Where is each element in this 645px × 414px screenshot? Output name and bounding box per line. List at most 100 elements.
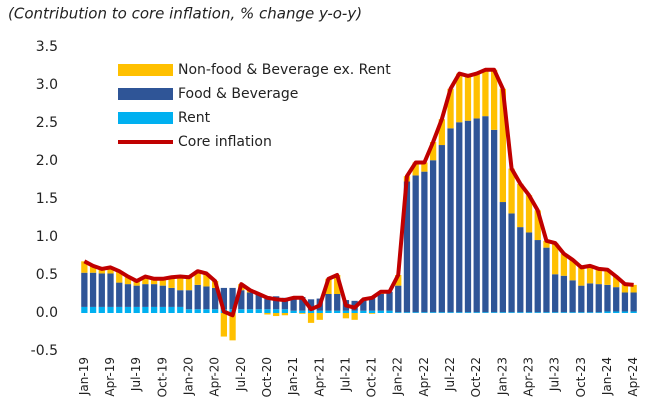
bar <box>360 310 367 313</box>
bar <box>456 312 463 313</box>
bar <box>185 277 193 291</box>
bar <box>377 310 384 313</box>
bar <box>386 310 393 313</box>
bar <box>543 240 550 248</box>
bar <box>98 268 105 274</box>
bar <box>421 312 428 313</box>
legend-swatch <box>118 64 173 76</box>
bar <box>613 287 620 312</box>
bar <box>168 287 175 307</box>
bar <box>212 287 219 310</box>
bar <box>238 290 245 310</box>
x-tick-label: Apr-20 <box>208 357 222 397</box>
bar <box>604 311 611 313</box>
bar <box>368 310 376 313</box>
legend-swatch <box>118 88 173 100</box>
x-tick-label: Jan-20 <box>181 357 195 396</box>
x-tick-label: Jul-21 <box>338 357 352 392</box>
bar <box>499 312 506 313</box>
bar <box>133 281 140 286</box>
x-tick-label: Jul-19 <box>129 357 143 392</box>
bar <box>246 309 254 313</box>
legend-label: Food & Beverage <box>178 86 298 102</box>
bar <box>360 299 367 311</box>
bar <box>412 175 419 313</box>
bar <box>281 313 289 316</box>
bar <box>377 294 384 311</box>
x-tick-label: Jan-22 <box>391 357 405 396</box>
x-tick-label: Jul-20 <box>234 357 248 392</box>
y-tick-label: 3.0 <box>36 77 58 93</box>
bar <box>168 277 175 288</box>
bar <box>273 313 280 317</box>
bar <box>133 285 140 307</box>
x-tick-label: Apr-24 <box>626 357 640 397</box>
bar <box>342 313 350 319</box>
bar <box>81 261 88 273</box>
legend-swatch <box>118 112 173 124</box>
bar <box>578 285 585 313</box>
bar <box>630 292 637 312</box>
bar <box>81 272 88 307</box>
bar <box>613 276 620 288</box>
bar <box>81 306 88 313</box>
bar <box>595 284 602 313</box>
bar <box>613 311 620 313</box>
bar <box>150 284 158 307</box>
x-tick-label: Apr-22 <box>417 357 431 397</box>
bar <box>421 171 428 313</box>
y-tick-label: -0.5 <box>31 343 58 359</box>
bar <box>307 299 315 311</box>
chart-title: (Contribution to core inflation, % chang… <box>8 5 362 23</box>
bar <box>491 129 498 313</box>
bar <box>534 312 541 313</box>
bar <box>560 312 568 313</box>
bar <box>299 310 306 313</box>
x-tick-label: Jan-19 <box>77 357 91 396</box>
bar <box>325 278 332 294</box>
bar <box>290 298 297 311</box>
bar <box>569 312 576 313</box>
bar <box>368 297 376 311</box>
bar <box>316 310 323 313</box>
y-tick-label: 2.0 <box>36 153 58 169</box>
bar <box>560 275 568 313</box>
bar <box>368 313 376 314</box>
bar <box>403 181 411 313</box>
bar <box>560 253 568 276</box>
bar <box>142 284 149 307</box>
bar <box>456 122 463 313</box>
bar <box>299 297 306 311</box>
bar <box>351 313 358 320</box>
bar <box>185 309 193 313</box>
x-tick-label: Jul-22 <box>443 357 457 392</box>
bar <box>89 272 97 307</box>
bar <box>203 273 210 287</box>
x-tick-label: Oct-21 <box>365 357 379 397</box>
bar <box>290 310 297 313</box>
bar <box>325 294 332 311</box>
bar <box>586 312 594 313</box>
bar <box>212 309 219 313</box>
bar <box>203 309 210 313</box>
bar <box>508 312 515 313</box>
bar <box>447 312 454 313</box>
bar <box>98 306 105 313</box>
bar <box>194 309 201 313</box>
x-tick-label: Apr-23 <box>522 357 536 397</box>
bar <box>604 269 611 285</box>
bar <box>491 312 498 313</box>
bar <box>395 275 402 286</box>
bar <box>107 306 114 313</box>
bar <box>482 116 489 313</box>
bar <box>325 310 332 313</box>
bar <box>264 313 271 315</box>
bar <box>438 145 445 313</box>
bar <box>124 306 132 313</box>
bar <box>307 313 315 323</box>
y-tick-label: 0.0 <box>36 305 58 321</box>
bar <box>429 142 437 161</box>
bar <box>89 265 97 273</box>
